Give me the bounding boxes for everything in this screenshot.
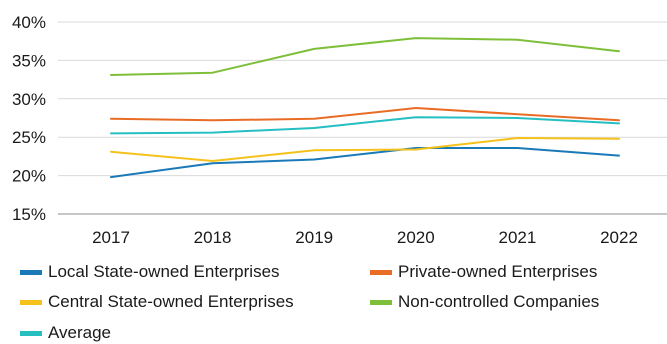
legend-swatch <box>20 299 42 305</box>
legend-label: Central State-owned Enterprises <box>48 292 294 311</box>
series-line-non-controlled-companies <box>110 37 620 76</box>
y-tick-label: 40% <box>12 13 46 32</box>
x-tick-label: 2021 <box>498 228 536 247</box>
legend-label: Non-controlled Companies <box>398 292 600 311</box>
legend-item-private-owned: Private-owned Enterprises <box>370 261 597 283</box>
series-lines <box>110 37 620 179</box>
legend-item-non-controlled: Non-controlled Companies <box>370 291 599 313</box>
legend: Local State-owned Enterprises Private-ow… <box>0 257 667 344</box>
legend-item-local-state-owned: Local State-owned Enterprises <box>20 261 280 283</box>
legend-label: Average <box>48 323 112 342</box>
y-axis-tick-labels: 15% 20% 25% 30% 35% 40% <box>12 13 46 224</box>
line-chart: 15%20%25%30%35%40% 2017 2018 2019 2020 2021 2… <box>12 13 667 247</box>
y-tick-label: 15% <box>12 205 46 224</box>
gridlines <box>58 21 667 215</box>
legend-swatch <box>370 269 392 275</box>
x-tick-label: 2019 <box>295 228 333 247</box>
x-tick-label: 2017 <box>92 228 130 247</box>
x-tick-label: 2022 <box>600 228 638 247</box>
legend-swatch <box>20 269 42 275</box>
series-line-local-state-owned-enterprises <box>110 147 620 179</box>
legend-label: Private-owned Enterprises <box>398 262 598 281</box>
y-tick-label: 20% <box>12 167 46 186</box>
legend-swatch <box>370 299 392 305</box>
legend-item-central-state-owned: Central State-owned Enterprises <box>20 291 294 313</box>
x-tick-label: 2018 <box>194 228 232 247</box>
series-line-private-owned-enterprises <box>110 107 620 122</box>
series-line-average <box>110 116 620 135</box>
legend-swatch <box>20 330 42 336</box>
y-tick-label: 30% <box>12 90 46 109</box>
y-tick-label: 35% <box>12 51 46 70</box>
series-line-central-state-owned-enterprises <box>110 137 620 162</box>
y-tick-label: 25% <box>12 128 46 147</box>
legend-label: Local State-owned Enterprises <box>48 262 280 281</box>
x-axis-tick-labels: 2017 2018 2019 2020 2021 2022 <box>92 228 638 247</box>
x-tick-label: 2020 <box>397 228 435 247</box>
legend-item-average: Average <box>20 322 111 344</box>
